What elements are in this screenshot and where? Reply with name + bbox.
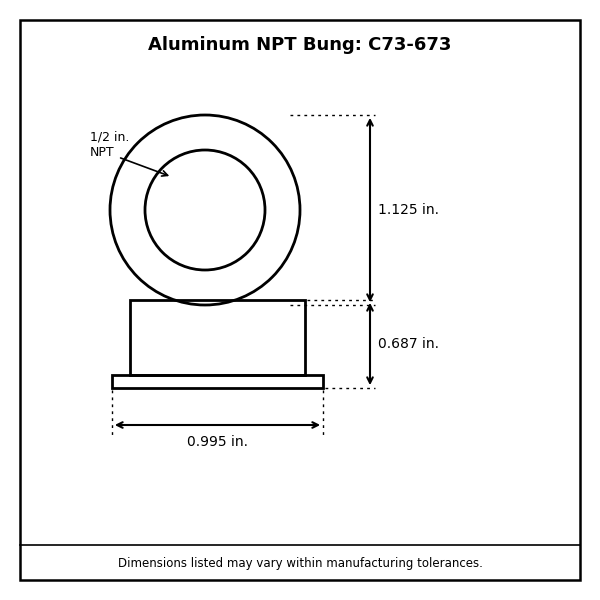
Text: 1/2 in.
NPT: 1/2 in. NPT — [90, 130, 130, 160]
Text: 1.125 in.: 1.125 in. — [378, 203, 439, 217]
Text: 0.687 in.: 0.687 in. — [378, 337, 439, 351]
Bar — [130, 300, 305, 375]
Text: Dimensions listed may vary within manufacturing tolerances.: Dimensions listed may vary within manufa… — [118, 557, 482, 571]
Text: Aluminum NPT Bung: C73-673: Aluminum NPT Bung: C73-673 — [148, 36, 452, 54]
Text: 0.995 in.: 0.995 in. — [187, 435, 248, 449]
Bar — [112, 375, 323, 388]
